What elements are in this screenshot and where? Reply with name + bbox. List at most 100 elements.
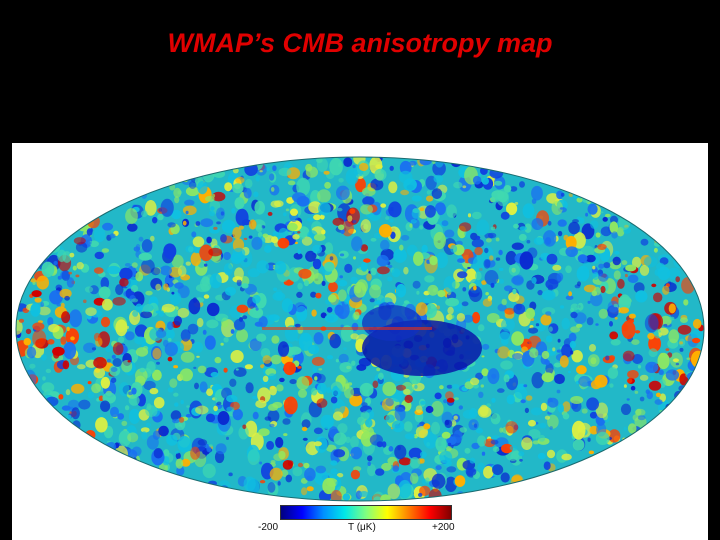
anisotropy-spot [336, 185, 350, 201]
anisotropy-spot [613, 270, 621, 280]
anisotropy-spot [547, 397, 559, 408]
anisotropy-spot [142, 345, 149, 351]
anisotropy-spot [305, 163, 313, 172]
anisotropy-spot [369, 284, 382, 299]
anisotropy-spot [362, 196, 375, 206]
anisotropy-spot [376, 254, 389, 267]
anisotropy-spot [32, 329, 47, 348]
anisotropy-spot [283, 212, 287, 217]
anisotropy-spot [427, 284, 439, 296]
anisotropy-spot [180, 399, 184, 405]
anisotropy-spot [329, 256, 334, 261]
anisotropy-spot [370, 178, 384, 191]
anisotropy-spot [686, 357, 691, 360]
anisotropy-spot [390, 206, 394, 212]
anisotropy-spot [409, 457, 421, 469]
anisotropy-spot [247, 449, 260, 466]
anisotropy-spot [360, 244, 368, 252]
anisotropy-spot [485, 292, 489, 296]
anisotropy-spot [540, 314, 552, 326]
anisotropy-spot [367, 455, 373, 462]
anisotropy-spot [220, 234, 227, 243]
anisotropy-spot [185, 245, 194, 253]
anisotropy-spot [535, 323, 540, 327]
anisotropy-spot [312, 244, 323, 254]
anisotropy-spot [343, 386, 355, 399]
anisotropy-spot [145, 200, 157, 216]
anisotropy-spot [468, 285, 483, 302]
anisotropy-spot [592, 272, 599, 280]
anisotropy-spot [424, 205, 436, 218]
anisotropy-spot [117, 413, 125, 420]
anisotropy-spot [388, 446, 394, 452]
anisotropy-spot [306, 486, 314, 492]
anisotropy-spot [255, 399, 267, 409]
anisotropy-spot [528, 327, 539, 334]
anisotropy-spot [345, 436, 351, 443]
anisotropy-spot [297, 249, 302, 255]
anisotropy-spot [211, 191, 226, 202]
anisotropy-spot [586, 397, 599, 411]
anisotropy-spot [100, 277, 110, 290]
anisotropy-spot [302, 437, 308, 441]
anisotropy-spot [351, 236, 363, 252]
anisotropy-spot [245, 382, 254, 394]
anisotropy-spot [226, 436, 229, 440]
anisotropy-spot [451, 158, 462, 168]
anisotropy-spot [361, 402, 368, 407]
anisotropy-spot [277, 235, 281, 240]
anisotropy-spot [675, 362, 680, 366]
anisotropy-spot [598, 273, 609, 282]
anisotropy-spot [359, 382, 374, 397]
anisotropy-spot [101, 248, 110, 253]
anisotropy-spot [557, 219, 567, 227]
anisotropy-spot [292, 192, 306, 203]
anisotropy-spot [262, 233, 269, 238]
anisotropy-spot [622, 350, 635, 362]
anisotropy-spot [226, 394, 238, 403]
anisotropy-spot [232, 183, 244, 194]
anisotropy-spot [124, 405, 130, 411]
anisotropy-spot [578, 375, 591, 387]
anisotropy-spot [193, 366, 197, 369]
anisotropy-spot [608, 355, 616, 361]
anisotropy-spot [48, 323, 60, 333]
anisotropy-spot [597, 243, 607, 250]
anisotropy-spot [140, 427, 150, 433]
anisotropy-spot [446, 466, 457, 473]
anisotropy-spot [277, 237, 290, 249]
anisotropy-spot [634, 330, 641, 334]
anisotropy-spot [71, 407, 80, 420]
anisotropy-spot [100, 376, 111, 389]
anisotropy-spot [531, 218, 544, 230]
anisotropy-spot [539, 422, 547, 429]
anisotropy-spot [47, 339, 55, 345]
anisotropy-spot [482, 298, 493, 307]
anisotropy-spot [326, 306, 333, 313]
anisotropy-spot [236, 279, 242, 287]
anisotropy-spot [313, 427, 323, 435]
anisotropy-spot [614, 316, 618, 320]
anisotropy-spot [305, 250, 317, 262]
anisotropy-spot [492, 446, 500, 453]
anisotropy-spot [508, 291, 520, 303]
anisotropy-spot [625, 264, 637, 272]
anisotropy-spot [480, 384, 484, 388]
anisotropy-spot [170, 410, 182, 421]
anisotropy-spot [200, 218, 214, 228]
anisotropy-spot [441, 431, 451, 439]
anisotropy-spot [436, 305, 441, 310]
anisotropy-spot [487, 368, 500, 385]
anisotropy-spot [335, 358, 339, 363]
anisotropy-spot [637, 415, 646, 421]
anisotropy-spot [61, 311, 71, 324]
anisotropy-spot [487, 232, 497, 239]
anisotropy-spot [112, 342, 124, 356]
anisotropy-spot [595, 232, 601, 238]
anisotropy-spot [118, 336, 125, 343]
anisotropy-spot [562, 412, 570, 420]
anisotropy-spot [350, 469, 360, 480]
anisotropy-spot [523, 384, 528, 388]
anisotropy-spot [453, 397, 459, 401]
anisotropy-spot [350, 446, 363, 460]
